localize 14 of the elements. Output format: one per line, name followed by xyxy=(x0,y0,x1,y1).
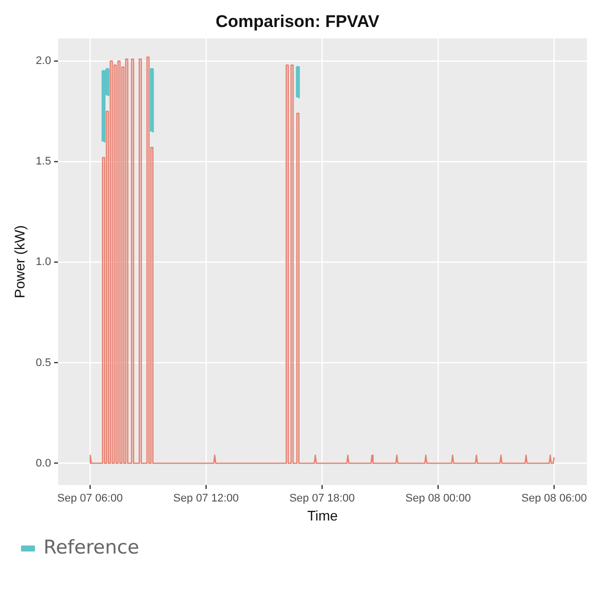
y-tick-label: 1.0 xyxy=(36,256,52,268)
x-tick-label: Sep 07 18:00 xyxy=(289,492,355,505)
x-tick-label: Sep 07 06:00 xyxy=(57,492,123,505)
x-tick-label: Sep 07 12:00 xyxy=(173,492,239,505)
x-tick-label: Sep 08 00:00 xyxy=(405,492,471,505)
y-tick-label: 0.5 xyxy=(36,356,52,369)
chart-title: Comparison: FPVAV xyxy=(216,12,380,31)
legend-label: Reference xyxy=(44,536,140,558)
y-tick-label: 2.0 xyxy=(36,55,52,68)
y-axis-title: Power (kW) xyxy=(11,225,28,298)
x-axis-title: Time xyxy=(307,507,338,524)
x-tick-label: Sep 08 06:00 xyxy=(521,492,587,505)
y-tick-label: 0.0 xyxy=(36,457,52,470)
y-tick-label: 1.5 xyxy=(36,156,52,168)
